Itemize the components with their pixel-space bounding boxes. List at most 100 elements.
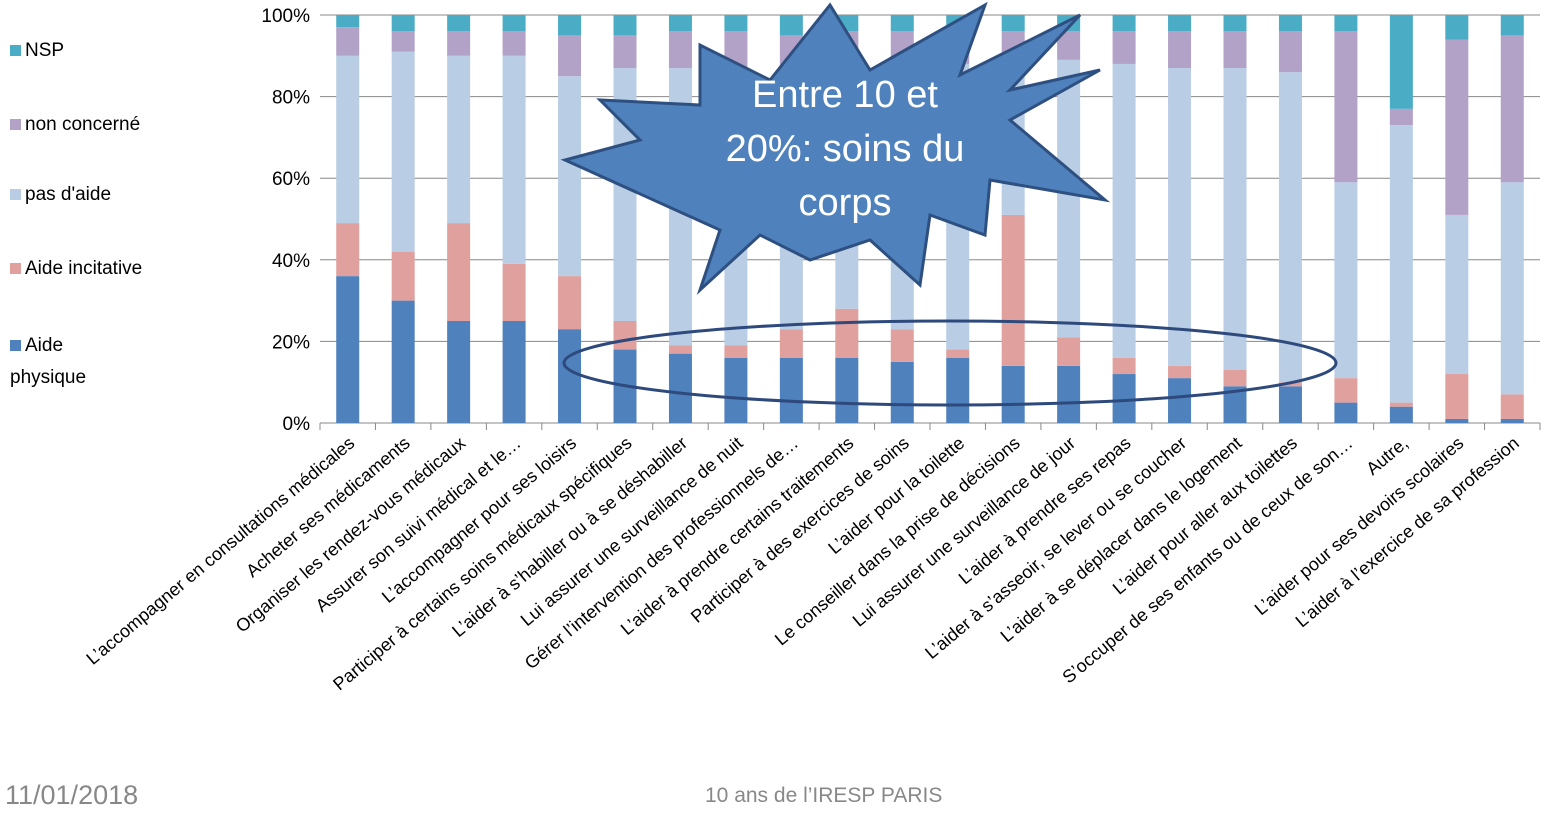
bar-segment <box>1278 386 1302 423</box>
legend-swatch <box>10 263 21 274</box>
bar-segment <box>613 35 637 69</box>
bar-segment <box>336 223 360 277</box>
bar-segment <box>558 329 582 423</box>
legend-item: Aide incitative <box>10 258 160 280</box>
bar-segment <box>1334 31 1358 183</box>
bar-segment <box>1057 337 1081 366</box>
bar-segment <box>1500 394 1524 419</box>
bar-segment <box>835 308 859 358</box>
bar-segment <box>336 15 360 28</box>
bar-segment <box>1223 68 1247 370</box>
y-tick-label: 60% <box>272 169 310 190</box>
bar-segment <box>724 15 748 32</box>
bar-segment <box>724 345 748 358</box>
bar-segment <box>1389 125 1413 403</box>
bar-segment <box>1445 214 1469 375</box>
y-tick-label: 100% <box>261 6 310 27</box>
bar-segment <box>1057 59 1081 338</box>
legend-item: pas d'aide <box>10 184 160 206</box>
bar-segment <box>1389 108 1413 126</box>
bar-segment <box>447 55 471 224</box>
bar-segment <box>1500 182 1524 395</box>
bar-segment <box>1001 365 1025 423</box>
bar-segment <box>1334 402 1358 423</box>
bar-segment <box>336 55 360 224</box>
bar-segment <box>1445 15 1469 40</box>
bar-segment <box>391 15 415 32</box>
bar-segment <box>668 353 692 423</box>
bar-segment <box>1445 39 1469 215</box>
bar-segment <box>558 276 582 330</box>
bar-segment <box>1223 386 1247 423</box>
bar-segment <box>502 55 526 264</box>
bar-segment <box>724 357 748 423</box>
y-tick-label: 20% <box>272 332 310 353</box>
bar-segment <box>890 361 914 423</box>
legend-swatch <box>10 189 21 200</box>
bar-segment <box>1168 15 1192 32</box>
bar-segment <box>391 31 415 52</box>
bar-segment <box>336 27 360 56</box>
bar-segment <box>1278 15 1302 32</box>
bar-segment <box>502 15 526 32</box>
legend-item: NSP <box>10 40 160 62</box>
bar-segment <box>1057 365 1081 423</box>
bar-segment <box>558 35 582 77</box>
bar-segment <box>1001 15 1025 32</box>
bar-segment <box>1445 418 1469 423</box>
bar-segment <box>1112 15 1136 32</box>
bar-segment <box>1334 378 1358 403</box>
bar-segment <box>1278 72 1302 383</box>
bar-segment <box>1112 63 1136 358</box>
bar-segment <box>946 357 970 423</box>
y-tick-label: 80% <box>272 88 310 109</box>
bar-segment <box>1168 31 1192 69</box>
bar-segment <box>1168 378 1192 423</box>
bar-segment <box>502 321 526 423</box>
legend-label: non concerné <box>25 114 141 135</box>
legend-swatch <box>10 340 21 351</box>
bar-segment <box>558 15 582 36</box>
bar-segment <box>668 31 692 69</box>
bar-segment <box>1334 15 1358 32</box>
legend-label: pas d'aide <box>25 184 112 205</box>
bar-segment <box>668 345 692 354</box>
footer-date: 11/01/2018 <box>5 780 139 810</box>
bar-segment <box>447 321 471 423</box>
bar-segment <box>779 15 803 36</box>
bar-segment <box>835 357 859 423</box>
bar-segment <box>1500 418 1524 423</box>
bar-segment <box>613 321 637 350</box>
bar-segment <box>1223 31 1247 69</box>
legend-label: Aide physique <box>10 335 87 388</box>
bar-segment <box>1112 357 1136 375</box>
bar-segment <box>1168 365 1192 379</box>
bar-segment <box>1334 182 1358 379</box>
legend-item: Aide physique <box>10 330 120 394</box>
bar-segment <box>391 51 415 252</box>
bar-segment <box>1112 31 1136 64</box>
bar-segment <box>1001 214 1025 366</box>
bar-segment <box>447 15 471 32</box>
legend-item: non concerné <box>10 114 160 136</box>
bar-segment <box>502 31 526 56</box>
bar-segment <box>1223 369 1247 387</box>
bar-segment <box>1445 374 1469 419</box>
bar-segment <box>447 223 471 321</box>
bar-segment <box>779 329 803 358</box>
bar-segment <box>1389 402 1413 407</box>
bar-segment <box>1223 15 1247 32</box>
bar-segment <box>668 15 692 32</box>
callout-star <box>560 1 1111 296</box>
bar-segment <box>779 357 803 423</box>
y-tick-label: 0% <box>283 414 311 435</box>
bar-segment <box>502 263 526 321</box>
x-tick-label: Autre, <box>1362 433 1412 479</box>
legend-label: Aide incitative <box>25 258 143 279</box>
annotation: Entre 10 et 20%: soins du corps <box>725 74 965 224</box>
bar-segment <box>890 329 914 362</box>
bar-segment <box>447 31 471 56</box>
legend-swatch <box>10 45 21 56</box>
